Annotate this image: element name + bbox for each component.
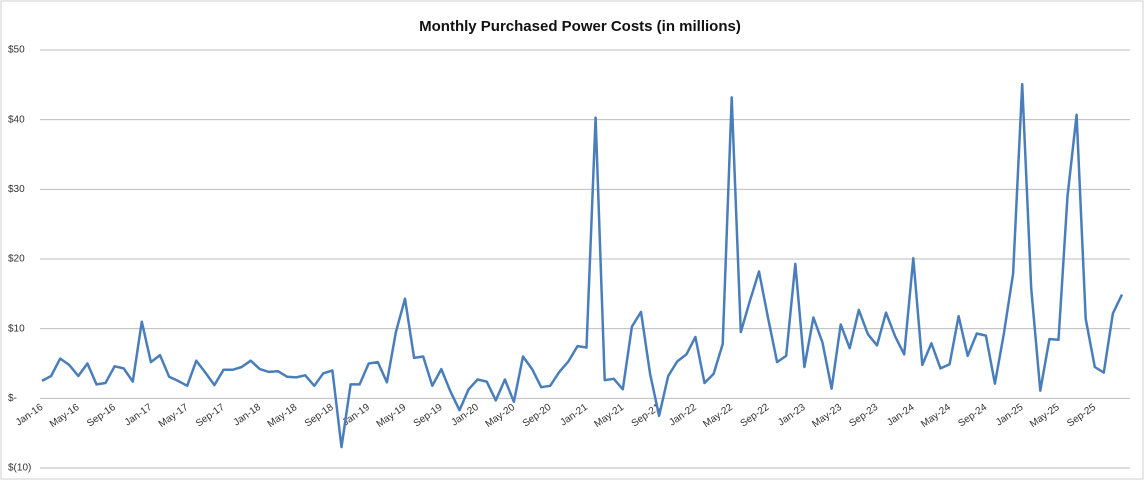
y-tick-label: $-	[8, 393, 17, 404]
y-tick-label: $40	[8, 114, 25, 125]
chart-title: Monthly Purchased Power Costs (in millio…	[419, 18, 741, 35]
y-tick-label: $30	[8, 184, 25, 195]
y-tick-label: $20	[8, 254, 25, 265]
y-tick-label: $50	[8, 45, 25, 56]
line-series	[41, 82, 1124, 449]
y-tick-label: $10	[8, 323, 25, 334]
y-tick-label: $(10)	[8, 463, 31, 474]
